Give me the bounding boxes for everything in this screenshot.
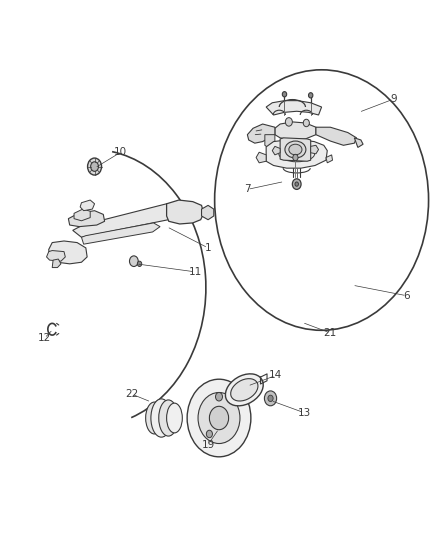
Text: 9: 9 xyxy=(390,94,397,104)
Circle shape xyxy=(88,158,102,175)
Circle shape xyxy=(138,261,142,266)
Ellipse shape xyxy=(146,402,163,434)
Polygon shape xyxy=(201,205,214,220)
Polygon shape xyxy=(46,251,65,261)
Text: 7: 7 xyxy=(244,184,251,195)
Circle shape xyxy=(209,406,229,430)
Polygon shape xyxy=(247,124,275,143)
Circle shape xyxy=(130,256,138,266)
Circle shape xyxy=(303,119,309,127)
Polygon shape xyxy=(73,204,188,237)
Circle shape xyxy=(265,391,277,406)
Ellipse shape xyxy=(166,403,182,433)
Circle shape xyxy=(215,392,223,401)
Polygon shape xyxy=(316,127,357,146)
Polygon shape xyxy=(311,146,318,154)
Polygon shape xyxy=(81,223,160,244)
Ellipse shape xyxy=(151,399,172,437)
Text: 19: 19 xyxy=(201,440,215,450)
Polygon shape xyxy=(49,241,87,264)
Circle shape xyxy=(286,118,292,126)
Text: 11: 11 xyxy=(188,267,201,277)
Polygon shape xyxy=(265,135,275,149)
Polygon shape xyxy=(166,200,204,224)
Circle shape xyxy=(198,392,240,443)
Polygon shape xyxy=(74,209,90,221)
Circle shape xyxy=(308,93,313,98)
Text: 12: 12 xyxy=(38,333,51,343)
Circle shape xyxy=(283,92,287,97)
Ellipse shape xyxy=(231,378,258,401)
Polygon shape xyxy=(80,200,95,211)
Polygon shape xyxy=(326,155,332,163)
Text: 22: 22 xyxy=(125,389,138,399)
Ellipse shape xyxy=(289,144,302,155)
Circle shape xyxy=(91,162,99,171)
Text: 21: 21 xyxy=(324,328,337,338)
Circle shape xyxy=(293,155,298,161)
Text: 14: 14 xyxy=(269,370,283,381)
Polygon shape xyxy=(280,138,311,161)
Circle shape xyxy=(187,379,251,457)
Polygon shape xyxy=(266,101,321,115)
Text: 10: 10 xyxy=(114,147,127,157)
Polygon shape xyxy=(354,138,363,148)
Ellipse shape xyxy=(285,141,306,158)
Polygon shape xyxy=(272,147,280,155)
Polygon shape xyxy=(266,140,327,168)
Text: 6: 6 xyxy=(403,290,410,301)
Circle shape xyxy=(268,395,273,401)
Text: 1: 1 xyxy=(205,243,212,253)
Polygon shape xyxy=(275,122,316,140)
Polygon shape xyxy=(52,259,61,268)
Circle shape xyxy=(206,430,212,438)
Polygon shape xyxy=(68,211,105,227)
Text: 13: 13 xyxy=(297,408,311,418)
Ellipse shape xyxy=(159,400,178,436)
Ellipse shape xyxy=(226,374,263,406)
Polygon shape xyxy=(256,152,266,163)
Circle shape xyxy=(292,179,301,189)
Circle shape xyxy=(295,182,298,186)
